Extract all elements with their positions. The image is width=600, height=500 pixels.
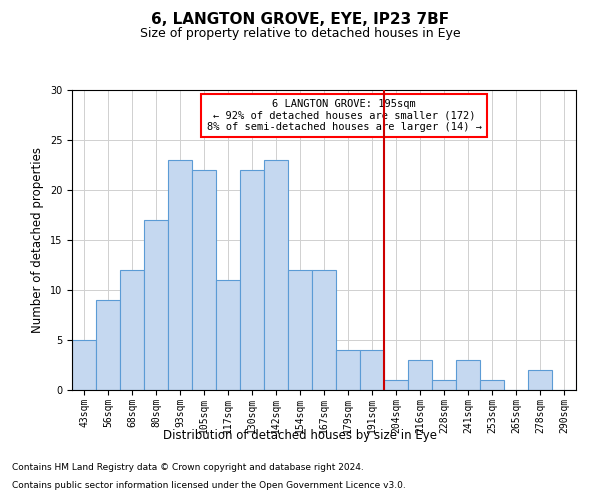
Text: 6, LANGTON GROVE, EYE, IP23 7BF: 6, LANGTON GROVE, EYE, IP23 7BF: [151, 12, 449, 28]
Bar: [120, 270, 144, 390]
Bar: [216, 280, 240, 390]
Bar: [240, 170, 264, 390]
Bar: [144, 220, 168, 390]
Text: Size of property relative to detached houses in Eye: Size of property relative to detached ho…: [140, 28, 460, 40]
Bar: [384, 380, 408, 390]
Bar: [72, 340, 96, 390]
Bar: [456, 360, 480, 390]
Bar: [360, 350, 384, 390]
Y-axis label: Number of detached properties: Number of detached properties: [31, 147, 44, 333]
Bar: [408, 360, 432, 390]
Bar: [264, 160, 288, 390]
Text: Contains public sector information licensed under the Open Government Licence v3: Contains public sector information licen…: [12, 481, 406, 490]
Bar: [96, 300, 120, 390]
Text: 6 LANGTON GROVE: 195sqm
← 92% of detached houses are smaller (172)
8% of semi-de: 6 LANGTON GROVE: 195sqm ← 92% of detache…: [206, 99, 482, 132]
Bar: [528, 370, 552, 390]
Bar: [480, 380, 504, 390]
Bar: [288, 270, 312, 390]
Bar: [312, 270, 336, 390]
Text: Contains HM Land Registry data © Crown copyright and database right 2024.: Contains HM Land Registry data © Crown c…: [12, 464, 364, 472]
Bar: [336, 350, 360, 390]
Bar: [432, 380, 456, 390]
Text: Distribution of detached houses by size in Eye: Distribution of detached houses by size …: [163, 428, 437, 442]
Bar: [168, 160, 192, 390]
Bar: [192, 170, 216, 390]
